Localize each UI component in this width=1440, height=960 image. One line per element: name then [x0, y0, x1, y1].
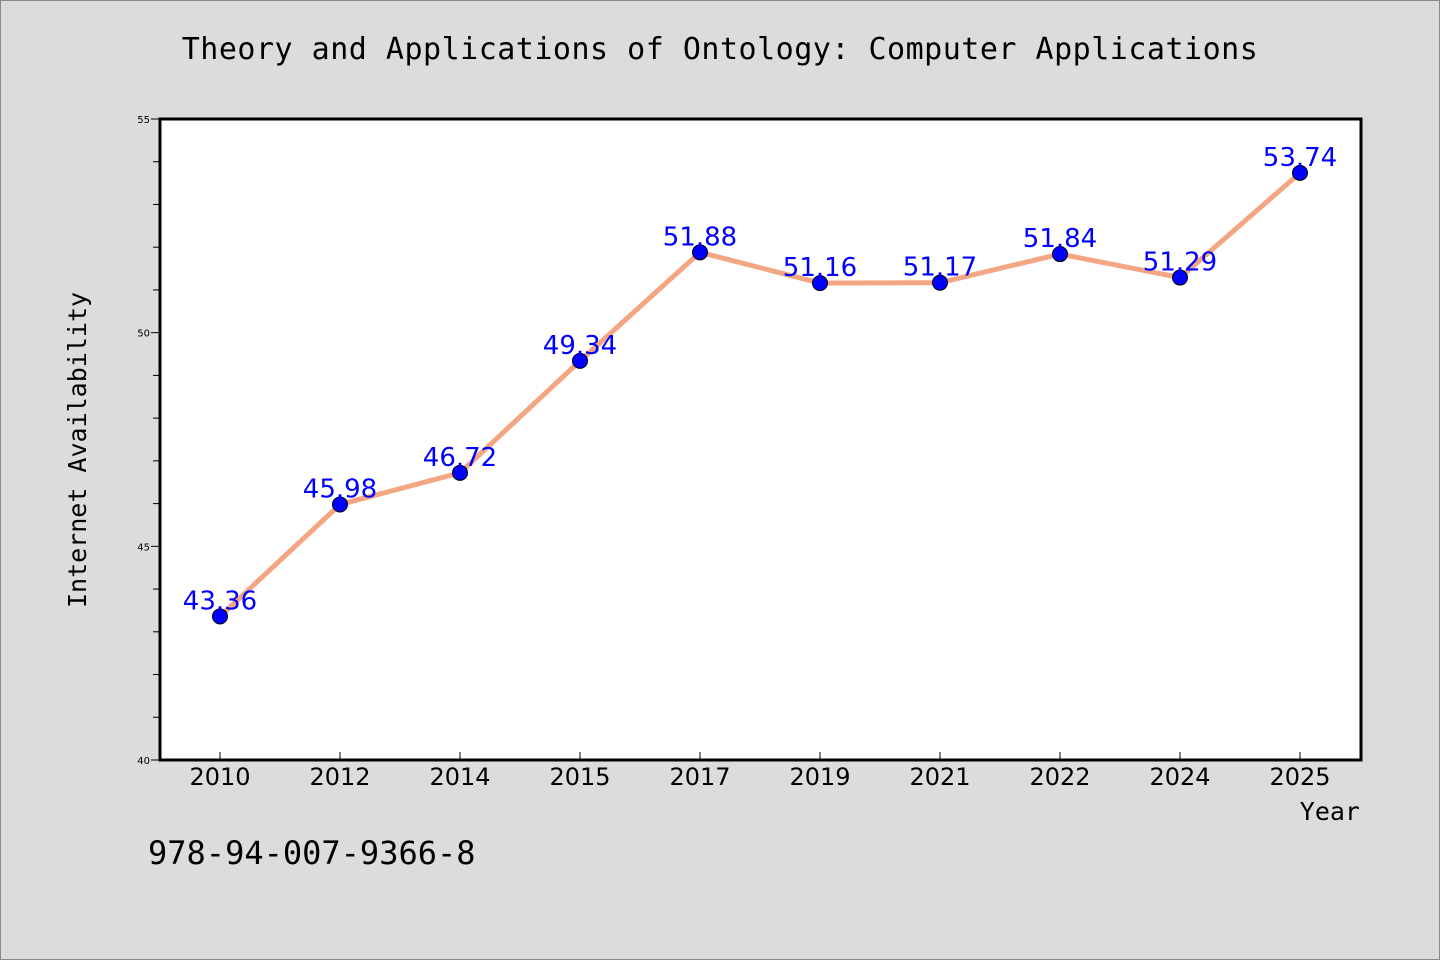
y-tick-label: 50: [137, 329, 150, 340]
data-point: [1172, 269, 1188, 286]
chart-title: Theory and Applications of Ontology: Com…: [181, 32, 1259, 67]
data-point: [332, 496, 348, 513]
data-point: [452, 464, 468, 481]
data-label: 45.98: [303, 474, 377, 504]
x-tick-label: 2015: [549, 763, 610, 791]
data-point: [1052, 246, 1068, 263]
data-label: 51.84: [1023, 224, 1097, 254]
x-tick-label: 2024: [1149, 763, 1210, 791]
data-label: 51.17: [903, 253, 977, 283]
data-point: [1292, 164, 1308, 181]
data-label: 51.88: [663, 222, 737, 252]
x-axis: 2010 2012 2014 2015 2017 2019 2021 2022 2024 2025: [189, 752, 1331, 791]
series-line: [218, 170, 1302, 619]
data-label: 53.74: [1263, 143, 1337, 173]
data-labels: 43.36 45.98 46.72 49.34 51.88 51.16 51.17 51.84…: [183, 143, 1337, 617]
plot-area: [158, 117, 1363, 762]
data-point: [812, 275, 828, 292]
y-tick-label: 40: [137, 756, 150, 767]
data-point: [692, 244, 708, 261]
data-label: 49.34: [543, 331, 617, 361]
x-tick-label: 2019: [789, 763, 850, 791]
x-tick-label: 2022: [1029, 763, 1090, 791]
y-tick-label: 45: [137, 542, 150, 553]
x-tick-label: 2025: [1269, 763, 1330, 791]
x-tick-label: 2014: [429, 763, 490, 791]
data-label: 43.36: [183, 586, 257, 616]
y-tick-label: 55: [137, 115, 150, 126]
x-axis-label: Year: [1300, 797, 1360, 826]
x-tick-label: 2010: [189, 763, 250, 791]
data-point: [932, 274, 948, 291]
x-tick-label: 2012: [309, 763, 370, 791]
data-label: 51.29: [1143, 248, 1217, 278]
y-axis-label: Internet Availability: [63, 292, 92, 608]
x-tick-label: 2021: [909, 763, 970, 791]
isbn-text: 978-94-007-9366-8: [148, 834, 476, 872]
series-markers: [212, 164, 1308, 625]
y-axis: 40 45 50 55: [137, 115, 160, 767]
x-tick-label: 2017: [669, 763, 730, 791]
data-label: 46.72: [423, 443, 497, 473]
data-point: [212, 608, 228, 625]
data-point: [572, 352, 588, 369]
data-label: 51.16: [783, 253, 857, 283]
